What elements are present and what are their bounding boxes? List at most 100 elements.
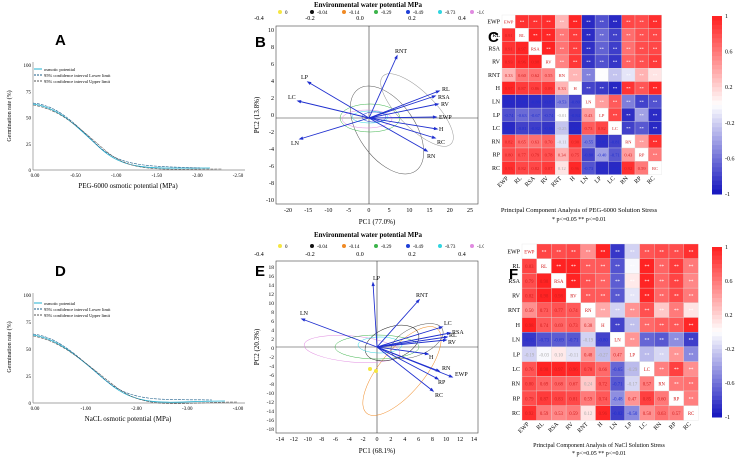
row-label: H [496,86,501,92]
color-scale-segment [712,340,722,346]
vector-arrowhead [415,298,420,304]
significance-mark: ** [533,20,538,25]
correlation-value: 0.89 [545,86,554,91]
legend-label: -0.49 [413,11,424,16]
legend-label: -0.14 [349,11,360,16]
color-scale-segment [712,162,722,168]
vector-label: RP [438,380,446,386]
significance-mark: ** [630,339,635,344]
correlation-value: -0.65 [613,368,624,373]
correlation-value: 0.47 [613,353,622,358]
significance-mark: ** [571,265,576,270]
correlation-value: 0.55 [545,73,554,78]
row-label: LP [493,113,501,119]
diagonal-label: LC [644,368,650,373]
correlation-value: 0.48 [584,353,593,358]
column-label: RSA [548,421,561,434]
legend-label: -0.49 [413,245,424,250]
significance-mark: ** [520,20,525,25]
legend-marker [278,10,282,14]
legend-label: 95% confidence interval Lower limit [44,307,111,312]
row-label: RC [492,166,500,172]
row-label: RN [492,139,501,145]
color-scale-segment [712,136,722,142]
significance-mark: ** [626,99,631,104]
color-scale-segment [712,122,722,128]
vector-arrowhead [433,126,439,131]
significance-mark: ** [674,339,679,344]
correlation-value: 0.82 [525,294,534,299]
correlation-value: 0.93 [505,166,514,171]
correlation-value: 0.85 [643,397,652,402]
legend-marker [310,10,314,14]
group-ellipse [341,109,393,129]
significance-mark: ** [645,353,650,358]
heatmap-title: Principal Component Analysis of NaCl Sol… [533,442,665,449]
color-scale-segment [712,149,722,155]
y-tick-label: 2 [271,337,274,343]
correlation-value: -0.80 [570,99,580,104]
vector-label: EWP [439,115,452,121]
x-tick-label: 5 [388,208,391,214]
y-tick-label: 14 [269,283,275,289]
vector-label: LC [288,95,296,101]
heatmap-cell [648,161,662,175]
ci-upper-curve [32,335,239,404]
color-scale-segment [712,255,722,261]
correlation-value: 0.91 [505,33,513,38]
column-label: EWP [497,175,511,189]
diagonal-label: EWP [524,250,534,255]
color-scale-segment [712,185,722,191]
x-tick-label: -1.00 [81,407,92,412]
significance-mark: ** [659,265,664,270]
significance-mark: ** [689,309,694,314]
significance-mark: ** [653,20,658,25]
y-tick-label: 10 [269,301,275,307]
correlation-value: 0.98 [540,294,549,299]
y-tick-label: -4 [269,364,274,370]
loading-vector [368,117,428,152]
vector-label: RSA [438,95,450,101]
significance-mark: ** [586,294,591,299]
column-label: H [597,421,605,429]
color-scale-label: -1 [725,415,730,421]
color-scale-segment [712,153,722,159]
diagonal-label: RSA [531,46,541,51]
column-label: LN [580,175,590,185]
y-axis-label: PC2 (13.8%) [253,96,261,133]
y-tick-label: 75 [26,321,32,326]
x-tick-label: 20 [447,208,453,214]
correlation-value: 0.97 [555,368,564,373]
significance-mark: ** [645,309,650,314]
x-tick-label: -4 [347,437,352,443]
significance-mark: ** [546,33,551,38]
significance-mark: ** [600,99,605,104]
loading-vector [376,332,451,348]
color-scale-segment [712,109,722,115]
correlation-value: 0.80 [505,153,514,158]
y-tick-label: 50 [26,117,32,122]
significance-mark: ** [600,86,605,91]
y-tick-label: 4 [271,328,274,334]
color-scale-segment [712,33,722,39]
color-scale-segment [712,259,722,265]
color-scale-segment [712,370,722,375]
correlation-value: 0.24 [584,383,593,388]
significance-mark: ** [626,126,631,131]
color-scale-segment [712,171,722,177]
correlation-value: 0.63 [531,139,540,144]
correlation-value: 0.65 [518,139,527,144]
loading-vector [368,117,438,130]
x-axis-label: PC1 (77.0%) [359,218,396,226]
germination-curve [32,334,226,403]
significance-mark: ** [613,20,618,25]
correlation-value: 0.60 [657,397,666,402]
column-label: LP [594,175,604,185]
row-label: LC [492,126,500,132]
y-tick-label: -10 [267,391,275,397]
significance-mark: ** [653,73,658,78]
correlation-value: -0.91 [610,166,619,171]
correlation-value: 0.67 [569,383,578,388]
row-label: RNT [488,73,500,79]
legend-label: -0.04 [317,11,328,16]
